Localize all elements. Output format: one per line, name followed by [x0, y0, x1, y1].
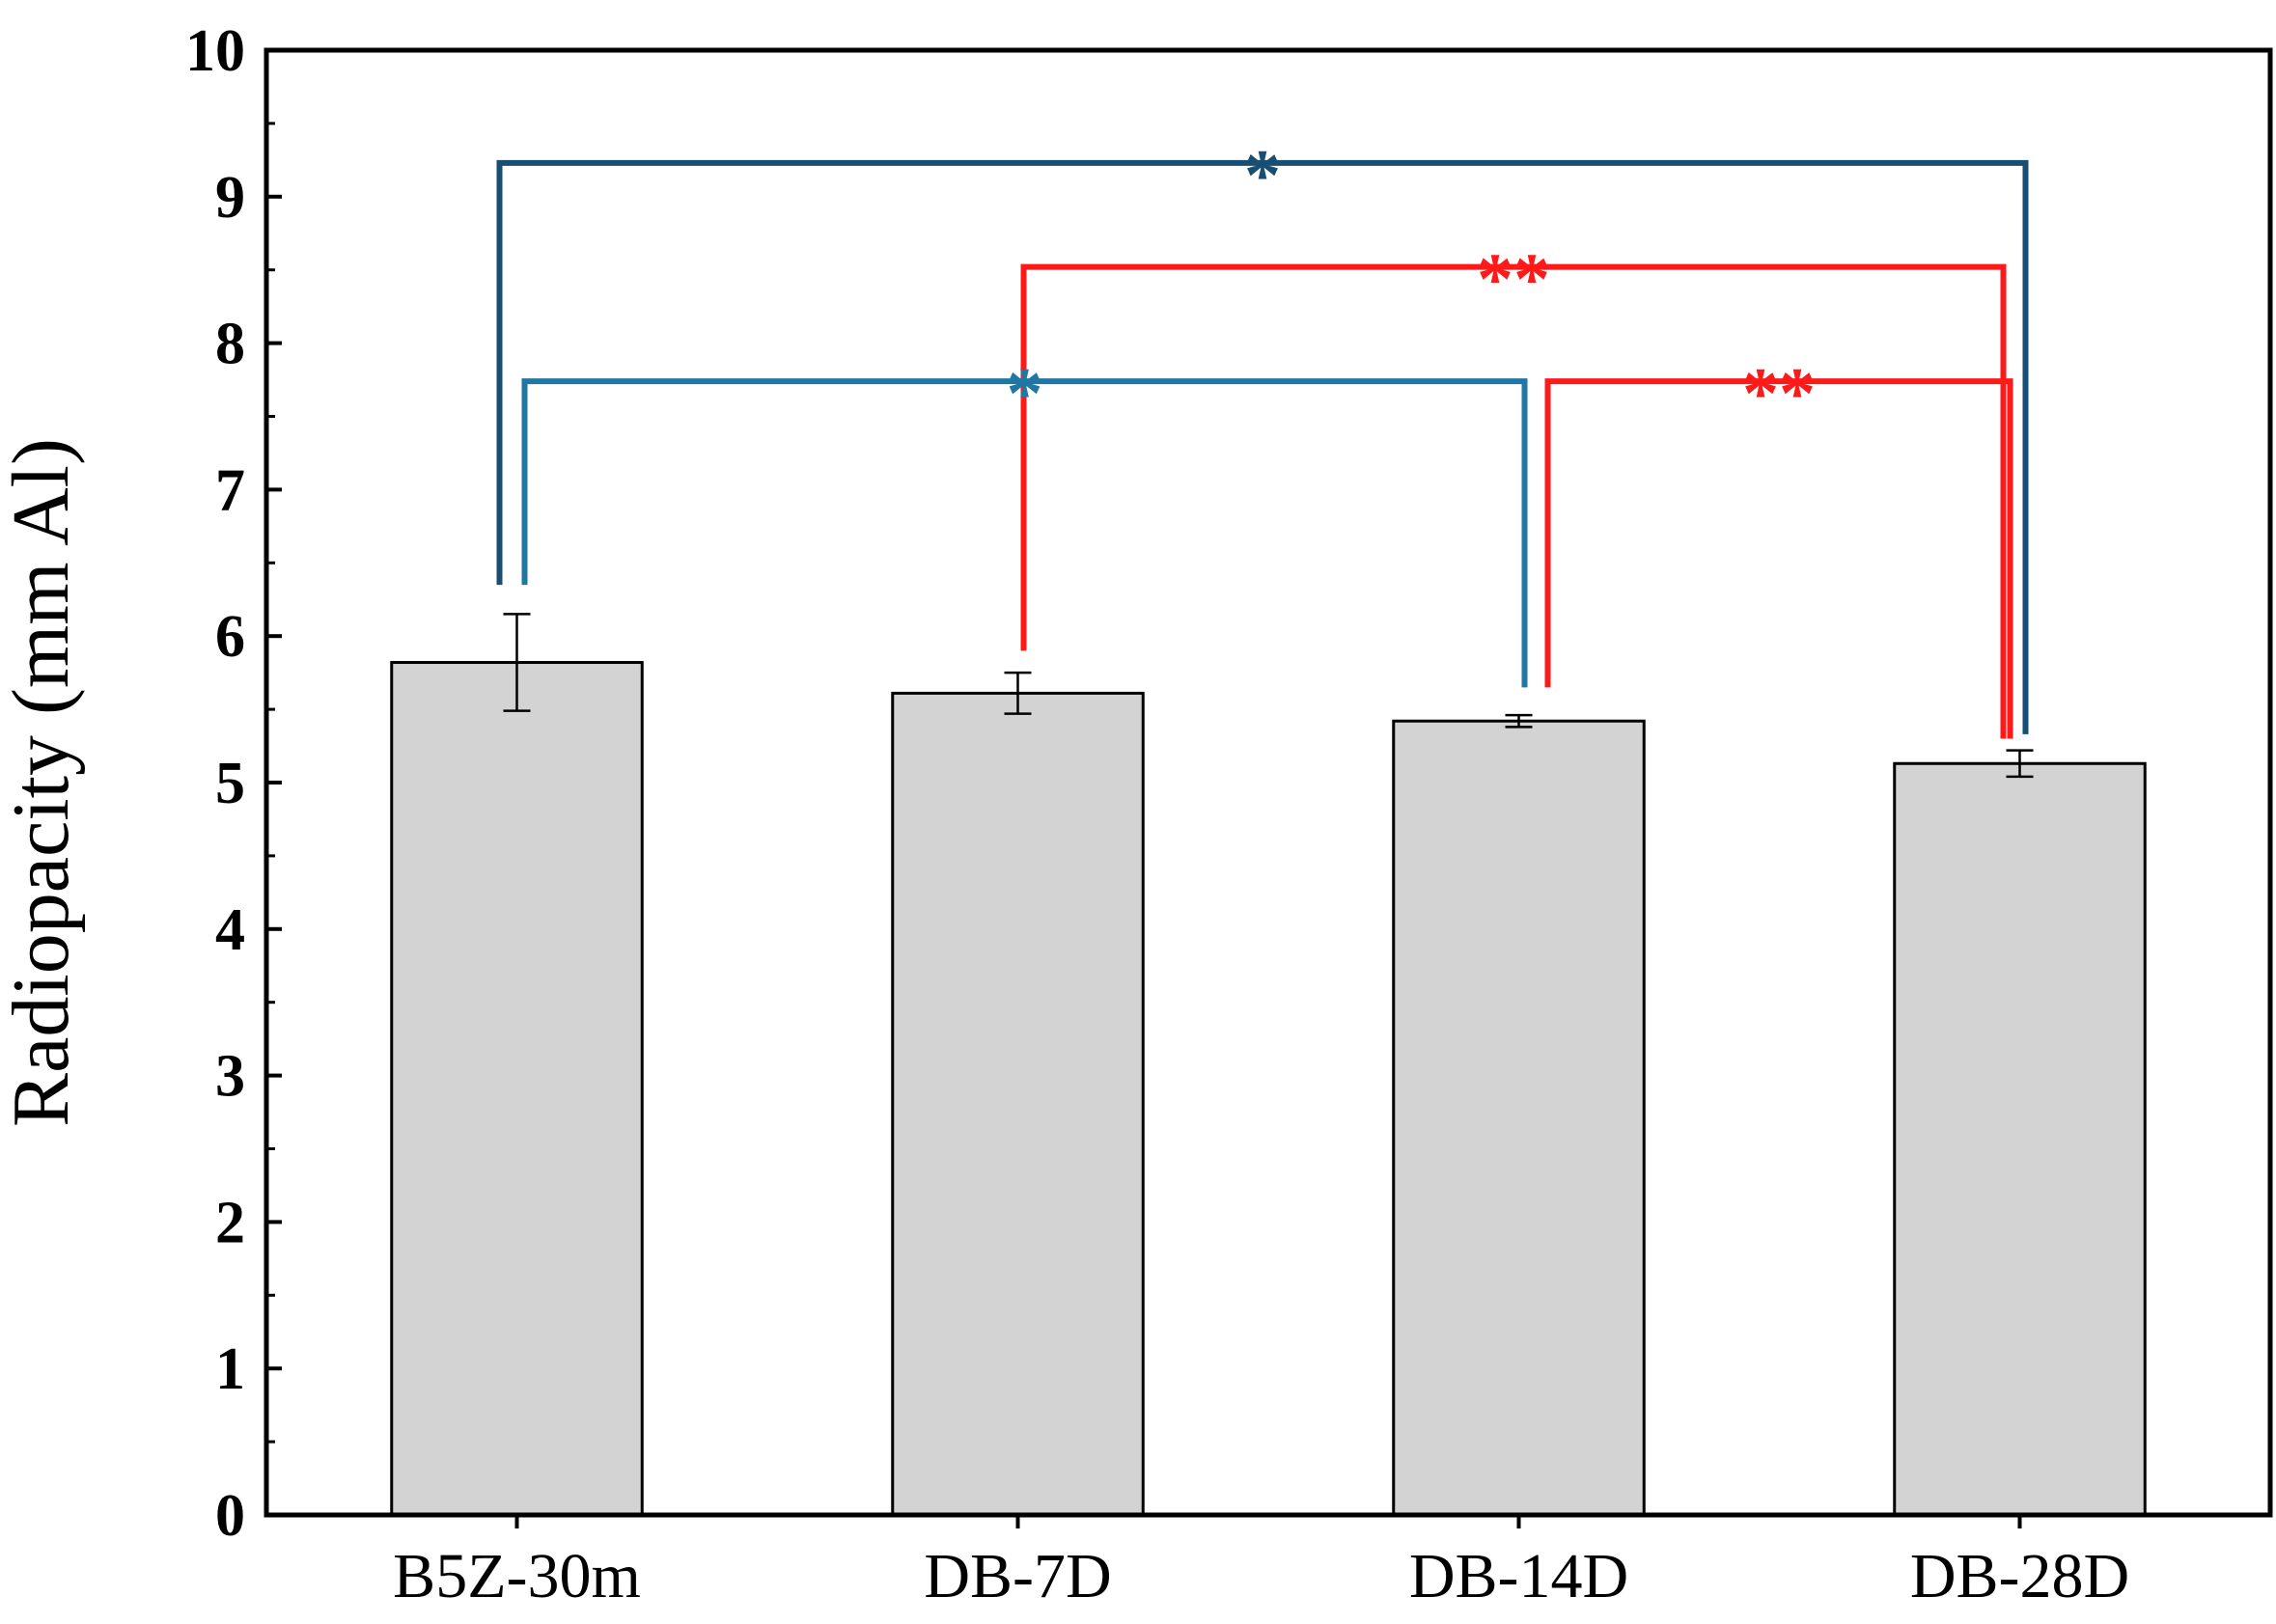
significance-bracket — [1544, 378, 2013, 739]
y-tick-label: 4 — [215, 897, 245, 963]
significance-label: * — [1007, 353, 1043, 434]
error-bar-DB-28D — [2006, 749, 2034, 779]
x-tick-label-DB-7D: DB-7D — [924, 1541, 1111, 1611]
y-tick-label: 7 — [215, 457, 245, 523]
significance-bracket — [496, 159, 2029, 734]
significance-label: ** — [1742, 353, 1816, 434]
x-tick-label-DB-28D: DB-28D — [1910, 1541, 2129, 1611]
significance-bracket — [1020, 263, 2007, 739]
y-tick-label: 3 — [215, 1044, 245, 1110]
y-tick-label: 10 — [185, 18, 245, 84]
significance-label: * — [1244, 135, 1281, 216]
y-tick-label: 6 — [215, 604, 245, 670]
y-tick-label: 9 — [215, 165, 245, 231]
bar-DB-14D — [1392, 719, 1646, 1517]
y-tick-label: 1 — [215, 1336, 245, 1402]
x-axis: B5Z-30m DB-7D DB-14D DB-28D — [393, 1515, 2129, 1611]
error-bar-DB-7D — [1004, 671, 1032, 715]
x-tick-label-DB-14D: DB-14D — [1409, 1541, 1628, 1611]
y-tick-label: 0 — [215, 1483, 245, 1549]
error-bars — [503, 613, 2034, 779]
y-tick-label: 8 — [215, 312, 245, 377]
x-tick-label-B5Z-30m: B5Z-30m — [393, 1541, 641, 1611]
y-tick-label: 2 — [215, 1190, 245, 1255]
bar-B5Z-30m — [390, 661, 644, 1517]
bar-DB-28D — [1893, 761, 2147, 1517]
error-bar-DB-14D — [1505, 713, 1533, 729]
significance-label: ** — [1477, 239, 1550, 320]
bars — [390, 661, 2147, 1517]
significance-brackets: **** ** — [496, 135, 2029, 739]
significance-bracket — [521, 378, 1528, 688]
error-bar-B5Z-30m — [503, 613, 531, 712]
y-tick-label: 5 — [215, 751, 245, 816]
bar-DB-7D — [891, 691, 1145, 1517]
y-axis: 0 1 2 3 4 5 6 7 8 9 10 — [185, 18, 282, 1549]
y-axis-title: Radiopacity (mm Al) — [0, 438, 86, 1127]
